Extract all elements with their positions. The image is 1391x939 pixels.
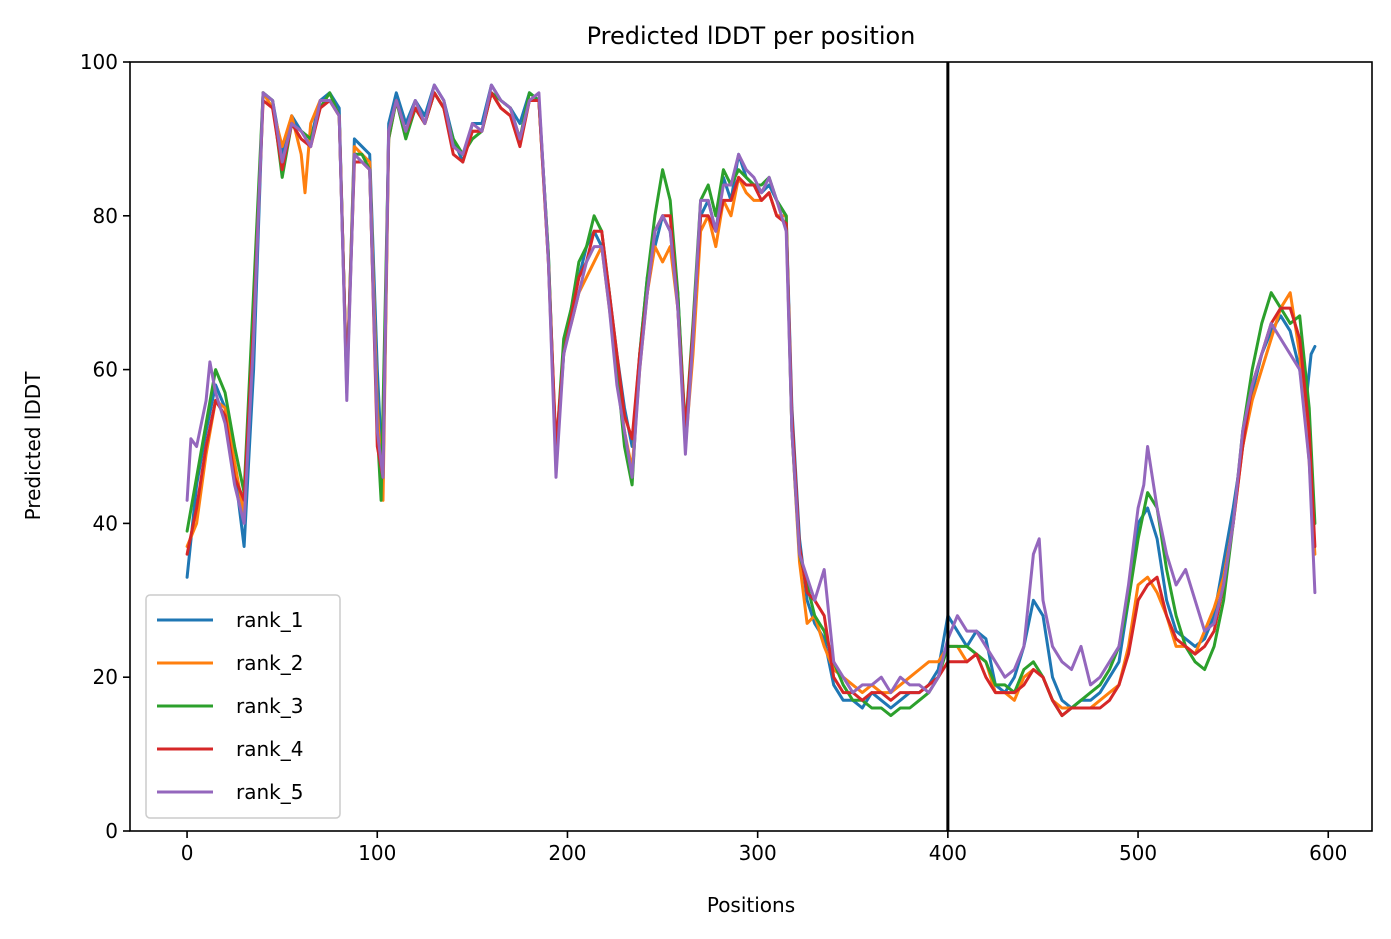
plot-area bbox=[185, 62, 1317, 831]
y-tick-label: 80 bbox=[93, 204, 118, 228]
plot-frame bbox=[129, 61, 1373, 832]
series-line-rank-5 bbox=[185, 83, 1317, 695]
x-tick-label: 600 bbox=[1309, 841, 1347, 865]
x-tick-label: 200 bbox=[548, 841, 586, 865]
x-tick-label: 400 bbox=[929, 841, 967, 865]
x-tick-label: 500 bbox=[1119, 841, 1157, 865]
series-lines bbox=[185, 83, 1317, 718]
x-axis-title: Positions bbox=[707, 893, 795, 917]
y-tick-label: 100 bbox=[80, 50, 118, 74]
legend-label: rank_5 bbox=[236, 780, 303, 804]
x-tick-label: 300 bbox=[739, 841, 777, 865]
y-tick-label: 0 bbox=[105, 819, 118, 843]
y-tick-label: 20 bbox=[93, 665, 118, 689]
legend-label: rank_2 bbox=[236, 651, 303, 675]
legend-label: rank_1 bbox=[236, 608, 303, 632]
x-tick-label: 0 bbox=[181, 841, 194, 865]
y-axis-title: Predicted lDDT bbox=[21, 371, 45, 521]
series-line-rank-4 bbox=[185, 91, 1317, 718]
x-tick-label: 100 bbox=[358, 841, 396, 865]
axes: 0 100 200 300 400 500 600 0 20 40 60 80 100 bbox=[80, 50, 1373, 865]
series-line-rank-1 bbox=[185, 83, 1317, 710]
legend-label: rank_4 bbox=[236, 737, 303, 761]
legend-box bbox=[145, 594, 341, 819]
legend: rank_1 rank_2 rank_3 rank_4 rank_5 bbox=[145, 594, 341, 819]
y-tick-label: 40 bbox=[93, 511, 118, 535]
legend-label: rank_3 bbox=[236, 694, 303, 718]
chart-title: Predicted lDDT per position bbox=[587, 22, 916, 50]
y-tick-label: 60 bbox=[93, 358, 118, 382]
